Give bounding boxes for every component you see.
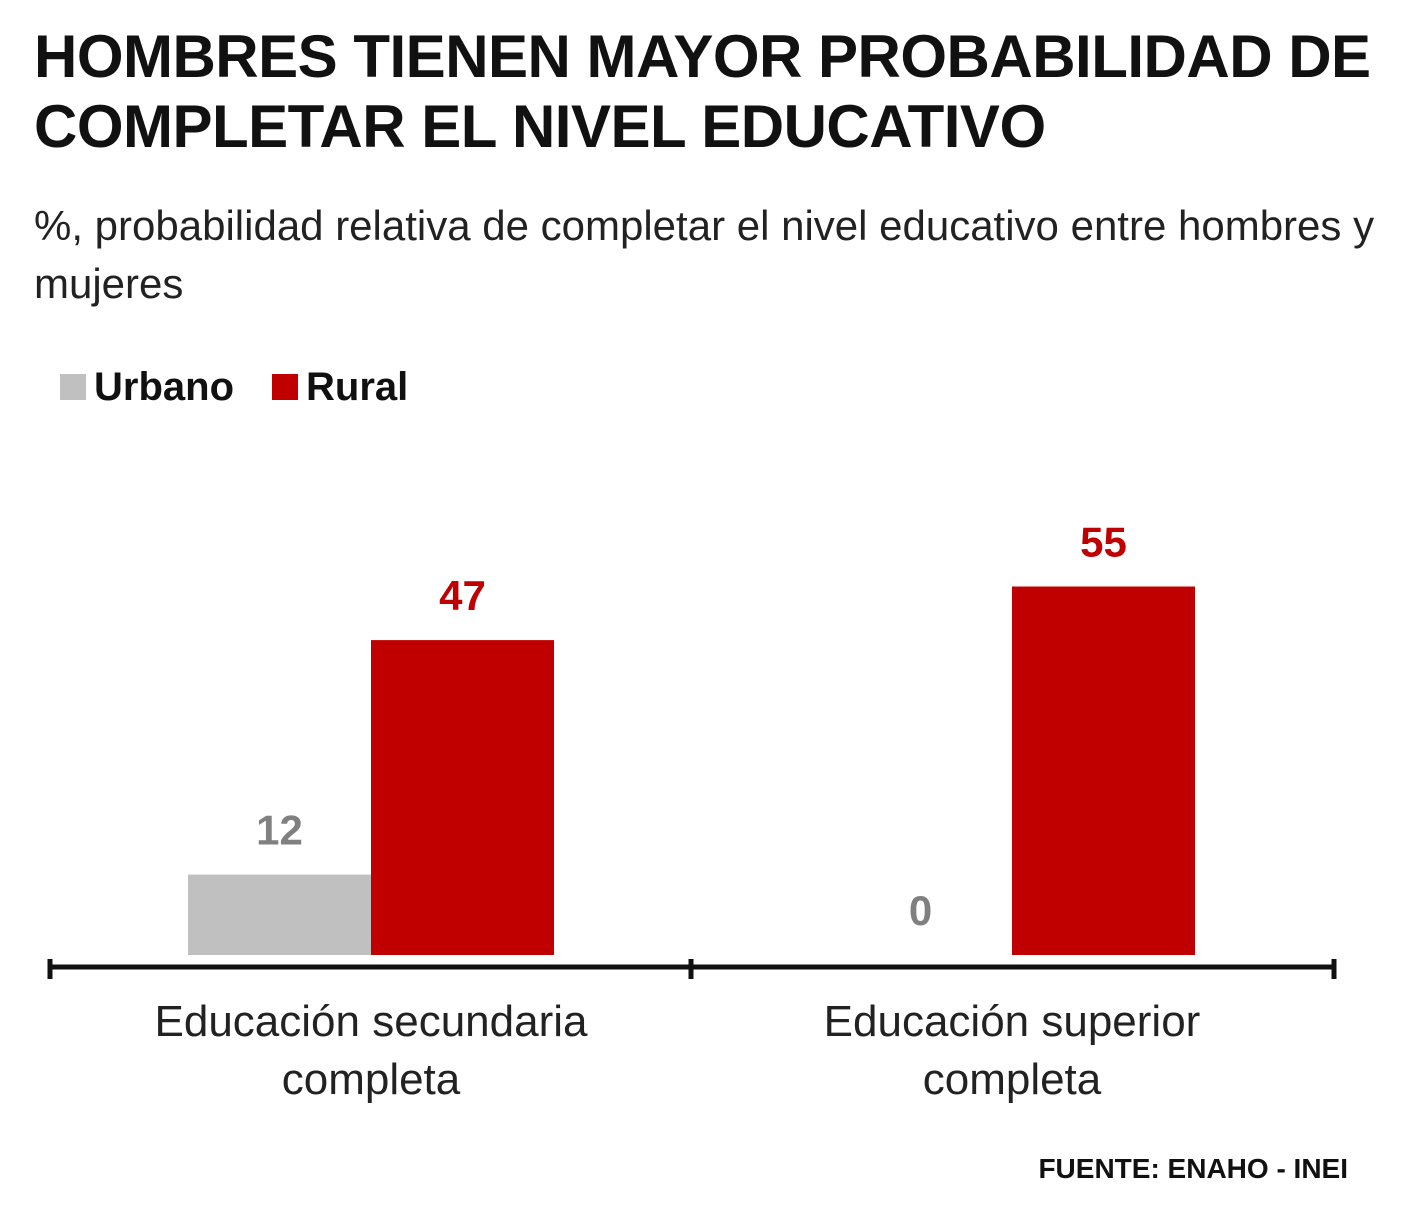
data-label-urbano-0: 12 xyxy=(256,807,303,854)
legend-label-urbano: Urbano xyxy=(94,364,234,409)
legend-item-urbano: Urbano xyxy=(60,365,234,410)
chart-subtitle: %, probabilidad relativa de completar el… xyxy=(34,202,1375,307)
source-note: FUENTE: ENAHO - INEI xyxy=(1038,1153,1348,1184)
legend-swatch-rural xyxy=(272,374,298,400)
category-label-secundaria: Educación secundaria completa xyxy=(154,997,588,1104)
bar-urbano-0 xyxy=(188,874,371,955)
legend-item-rural: Rural xyxy=(272,365,408,410)
bar-rural-1 xyxy=(1012,586,1195,955)
bar-chart: 12 47 0 55 xyxy=(47,519,1337,979)
legend: Urbano Rural xyxy=(60,362,446,412)
legend-swatch-urbano xyxy=(60,374,86,400)
data-label-rural-1: 55 xyxy=(1080,519,1127,566)
bar-rural-0 xyxy=(371,640,554,955)
category-label-superior: Educación superior completa xyxy=(823,997,1201,1104)
chart-title: HOMBRES TIENEN MAYOR PROBABILIDAD DE COM… xyxy=(34,23,1371,160)
data-label-rural-0: 47 xyxy=(439,572,486,619)
legend-label-rural: Rural xyxy=(306,364,409,409)
data-label-urbano-1: 0 xyxy=(909,887,932,934)
